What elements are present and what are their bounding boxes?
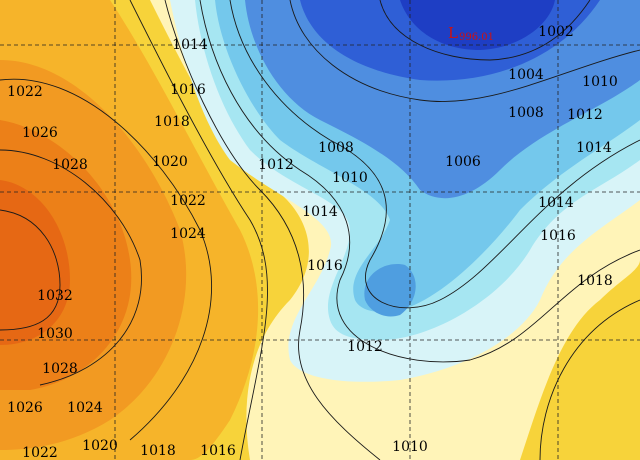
- isobar-label: 1012: [567, 107, 603, 123]
- isobar-label: 1026: [22, 125, 58, 141]
- isobar-label: 1014: [172, 37, 208, 53]
- low-value: 996.01: [459, 32, 494, 43]
- isobar-label: 1010: [392, 439, 428, 455]
- isobar-line: [0, 209, 61, 331]
- isobar-line: [289, 0, 640, 102]
- isobar-line: [539, 299, 640, 460]
- isobar-label: 1010: [332, 170, 368, 186]
- isobar-label: 1028: [52, 157, 88, 173]
- isobar-label: 1004: [508, 67, 544, 83]
- isobar-label: 1012: [258, 157, 294, 173]
- isobar-label: 1010: [582, 74, 618, 90]
- low-core: [400, 0, 555, 50]
- isobar-label: 1006: [445, 154, 481, 170]
- isobar-line: [164, 0, 381, 460]
- isobar-label: 1028: [42, 361, 78, 377]
- isobar-label: 1022: [170, 193, 206, 209]
- isobar-label: 1018: [154, 114, 190, 130]
- isobar-label: 1014: [576, 140, 612, 156]
- orange-core: [0, 180, 70, 345]
- isobar-line: [379, 0, 591, 61]
- isobar-line: [0, 78, 213, 441]
- isobar-label: 1020: [152, 154, 188, 170]
- isobar-label: 1014: [538, 195, 574, 211]
- isobar-label: 1014: [302, 204, 338, 220]
- isobar-line: [229, 0, 640, 309]
- isobar-label: 1022: [22, 445, 58, 460]
- yellow-zone-east: [520, 260, 640, 460]
- isobar-label: 1018: [577, 273, 613, 289]
- isobar-label: 1020: [82, 438, 118, 454]
- isobar-label: 1008: [318, 140, 354, 156]
- isobar-label: 1032: [37, 288, 73, 304]
- isobar-line: [129, 0, 268, 460]
- isobar-label: 1012: [347, 339, 383, 355]
- low-letter: L: [448, 24, 458, 42]
- isobar-label: 1024: [170, 226, 206, 242]
- isobar-label: 1016: [170, 82, 206, 98]
- isobar-label: 1002: [538, 24, 574, 40]
- isobar-label: 1016: [307, 258, 343, 274]
- isobar-label: 1024: [67, 400, 103, 416]
- isobar-label: 1022: [7, 84, 43, 100]
- isobar-label: 1018: [140, 443, 176, 459]
- isobar-line: [0, 149, 142, 386]
- isobar-label: 1026: [7, 400, 43, 416]
- isobar-label: 1008: [508, 105, 544, 121]
- isobar-label: 1030: [37, 326, 73, 342]
- isobar-label: 1016: [540, 228, 576, 244]
- isobar-label: 1016: [200, 443, 236, 459]
- blue-core-south: [364, 264, 416, 317]
- isobar-line: [199, 0, 640, 363]
